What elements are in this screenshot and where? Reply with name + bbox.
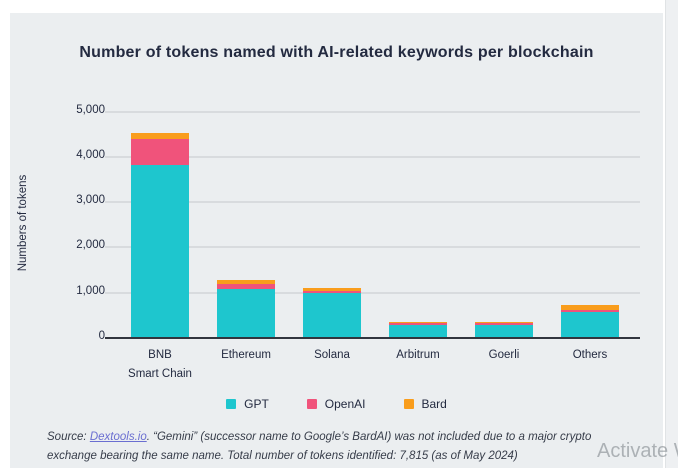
x-tick-label: Solana bbox=[314, 349, 350, 361]
bar-segment-openai[interactable] bbox=[303, 291, 361, 294]
y-tick-label: 2,000 bbox=[76, 239, 105, 252]
legend-swatch-icon bbox=[306, 399, 317, 409]
source-note: Source: Dextools.io. “Gemini” (successor… bbox=[47, 428, 625, 466]
legend-item-bard[interactable]: Bard bbox=[403, 397, 447, 411]
bar-segment-bard[interactable] bbox=[389, 321, 447, 324]
bar-segment-bard[interactable] bbox=[131, 132, 189, 140]
source-link[interactable]: Dextools.io bbox=[89, 431, 147, 443]
bar-segment-bard[interactable] bbox=[475, 322, 533, 324]
gridline bbox=[105, 246, 640, 249]
activation-watermark: Activate W bbox=[597, 440, 678, 462]
y-tick-label: 5,000 bbox=[76, 103, 105, 116]
bar-segment-gpt[interactable] bbox=[389, 324, 447, 337]
scrollbar[interactable] bbox=[665, 0, 678, 468]
bar-segment-bard[interactable] bbox=[217, 279, 275, 285]
bar-segment-openai[interactable] bbox=[217, 284, 275, 289]
gridline bbox=[105, 291, 640, 294]
legend-swatch-icon bbox=[403, 399, 414, 409]
bar-goerli[interactable] bbox=[475, 322, 533, 337]
x-tick-label: Ethereum bbox=[221, 349, 271, 361]
y-tick-label: 0 bbox=[98, 330, 105, 342]
chart-title: Number of tokens named with AI-related k… bbox=[79, 44, 594, 61]
bar-solana[interactable] bbox=[303, 287, 361, 337]
x-tick-label: BNB Smart Chain bbox=[128, 349, 192, 380]
x-tick-label: Others bbox=[572, 349, 608, 361]
y-tick-label: 1,000 bbox=[76, 284, 105, 297]
bar-segment-openai[interactable] bbox=[561, 309, 619, 313]
bar-segment-bard[interactable] bbox=[561, 305, 619, 310]
bar-segment-gpt[interactable] bbox=[475, 325, 533, 337]
bar-ethereum[interactable] bbox=[217, 279, 275, 337]
source-prefix: Source: bbox=[47, 431, 90, 443]
bar-others[interactable] bbox=[561, 305, 619, 337]
gridline bbox=[105, 201, 640, 204]
bar-segment-gpt[interactable] bbox=[303, 293, 361, 337]
bar-arbitrum[interactable] bbox=[389, 321, 447, 337]
x-tick-label: Arbitrum bbox=[396, 349, 440, 361]
legend-label: GPT bbox=[244, 397, 269, 411]
x-axis-line bbox=[105, 337, 640, 339]
legend-item-openai[interactable]: OpenAI bbox=[306, 397, 366, 411]
bar-segment-openai[interactable] bbox=[131, 139, 189, 165]
chart-card: Number of tokens named with AI-related k… bbox=[10, 13, 663, 468]
y-tick-label: 3,000 bbox=[76, 194, 105, 207]
legend-item-gpt[interactable]: GPT bbox=[226, 397, 269, 411]
gridline bbox=[105, 110, 640, 113]
x-tick-label: Goerli bbox=[488, 349, 520, 361]
bar-segment-openai[interactable] bbox=[389, 323, 447, 325]
legend-label: Bard bbox=[421, 397, 447, 411]
bar-segment-gpt[interactable] bbox=[561, 312, 619, 337]
bar-segment-openai[interactable] bbox=[475, 323, 533, 326]
bar-segment-bard[interactable] bbox=[303, 287, 361, 292]
y-tick-label: 4,000 bbox=[76, 148, 105, 161]
legend-swatch-icon bbox=[226, 399, 237, 409]
gridline bbox=[105, 155, 640, 158]
y-axis-title: Numbers of tokens bbox=[17, 174, 29, 272]
bar-bnb[interactable] bbox=[131, 132, 189, 337]
legend: GPT OpenAI Bard bbox=[10, 397, 663, 411]
legend-label: OpenAI bbox=[324, 397, 366, 411]
bar-segment-gpt[interactable] bbox=[131, 164, 189, 337]
source-text: . “Gemini” (successor name to Google’s B… bbox=[47, 431, 592, 462]
bar-segment-gpt[interactable] bbox=[217, 288, 275, 337]
